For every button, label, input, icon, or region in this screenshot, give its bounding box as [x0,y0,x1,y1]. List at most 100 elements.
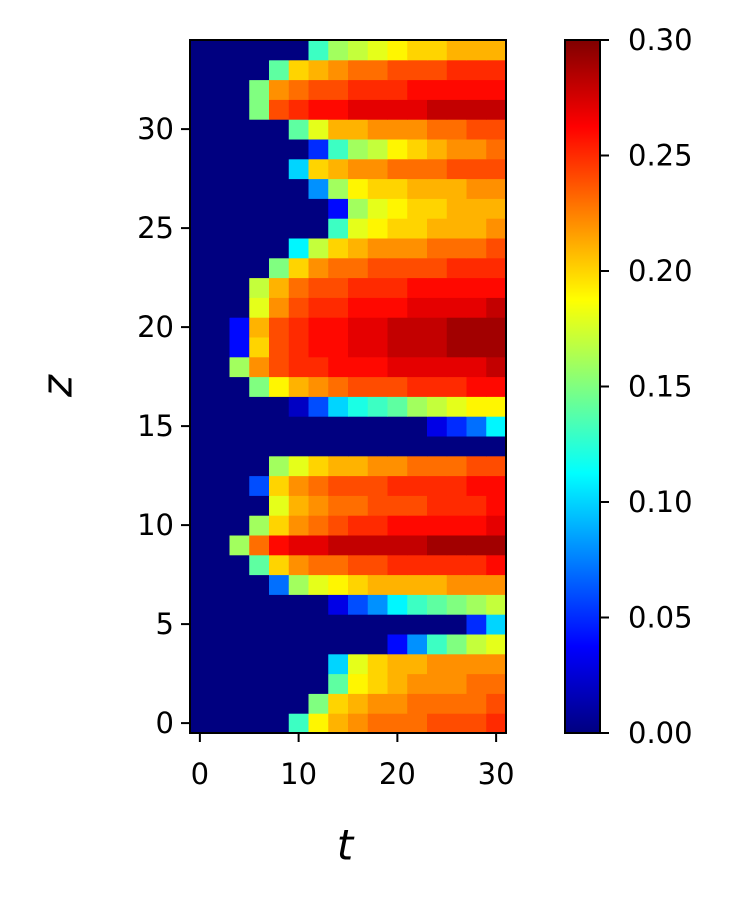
heatmap-cell [486,337,507,358]
heatmap-cell [269,337,290,358]
heatmap-cell [367,673,388,694]
heatmap-cell [486,634,507,655]
heatmap-cell [367,356,388,378]
heatmap-cell [367,218,388,239]
heatmap-cell [348,119,369,140]
heatmap-cell [427,317,448,338]
heatmap-cell [269,535,290,556]
y-tick-label: 30 [137,112,174,146]
heatmap-cell [466,653,487,675]
heatmap-cell [190,554,211,576]
heatmap-cell [486,376,507,397]
heatmap-cell [269,436,290,457]
heatmap-cell [328,535,349,556]
heatmap-cell [288,238,309,259]
heatmap-cell [427,416,448,437]
heatmap-cell [348,218,369,239]
heatmap-cell [249,79,270,100]
heatmap-cell [328,297,349,318]
heatmap-cell [288,634,309,655]
heatmap-cell [407,376,428,397]
heatmap-cell [407,614,428,635]
heatmap-cell [367,475,388,496]
heatmap-cell [249,634,270,655]
heatmap-cell [427,59,448,81]
heatmap-cell [190,535,211,556]
heatmap-cell [328,198,349,219]
heatmap-cell [407,436,428,457]
heatmap-cell [190,79,211,100]
heatmap-cell [328,119,349,140]
heatmap-cell [486,178,507,199]
heatmap-cell [229,317,250,338]
heatmap-cell [466,79,487,100]
heatmap-cell [209,40,230,61]
heatmap-cell [269,693,290,714]
heatmap-cell [249,99,270,120]
heatmap-cell [269,317,290,338]
heatmap-cell [367,574,388,595]
heatmap-cell [427,634,448,655]
heatmap-cell [466,713,487,734]
heatmap-cell [486,40,507,61]
heatmap-cell [249,277,270,298]
heatmap-cell [269,79,290,100]
heatmap-cell [466,475,487,496]
heatmap-cell [348,99,369,120]
heatmap-cell [367,257,388,279]
heatmap-cell [190,475,211,496]
heatmap-cell [328,317,349,338]
heatmap-cell [249,673,270,694]
heatmap-cell [367,238,388,259]
heatmap-cell [486,139,507,160]
heatmap-cell [486,416,507,437]
colorbar-tick-label: 0.15 [628,370,693,404]
heatmap-cell [348,594,369,615]
heatmap-cell [387,99,408,120]
heatmap-cell [229,178,250,199]
heatmap-cell [466,693,487,714]
heatmap-cell [446,317,467,338]
heatmap-cell [466,535,487,556]
heatmap-cell [387,634,408,655]
x-tick-label: 30 [478,757,515,791]
y-tick-label: 0 [156,706,174,740]
x-tick-label: 10 [280,757,317,791]
heatmap-cell [486,495,507,516]
heatmap-cell [427,535,448,556]
heatmap-cell [348,376,369,397]
y-tick-label: 25 [137,211,174,245]
heatmap-cell [269,594,290,615]
heatmap-cell [446,218,467,239]
heatmap-cell [367,455,388,477]
heatmap-cell [367,277,388,298]
heatmap-cell [466,356,487,378]
heatmap-cell [486,673,507,694]
heatmap-cell [229,356,250,378]
heatmap-cell [446,416,467,437]
heatmap-cell [486,277,507,298]
heatmap-cell [328,238,349,259]
heatmap-cell [367,515,388,536]
heatmap-cell [348,356,369,378]
heatmap-cell [446,475,467,496]
heatmap-cell [367,436,388,457]
heatmap-cell [348,59,369,81]
heatmap-cell [308,455,329,477]
heatmap-cell [229,554,250,576]
heatmap-cell [486,436,507,457]
heatmap-cell [288,40,309,61]
heatmap-cell [288,277,309,298]
heatmap-cell [407,475,428,496]
heatmap-cell [328,277,349,298]
heatmap-cell [288,713,309,734]
heatmap-cell [328,79,349,100]
heatmap-cell [466,376,487,397]
heatmap-cell [427,218,448,239]
heatmap-cell [308,337,329,358]
heatmap-cell [348,673,369,694]
heatmap-cell [348,416,369,437]
heatmap-cell [446,356,467,378]
heatmap-cell [446,673,467,694]
heatmap-cell [269,297,290,318]
